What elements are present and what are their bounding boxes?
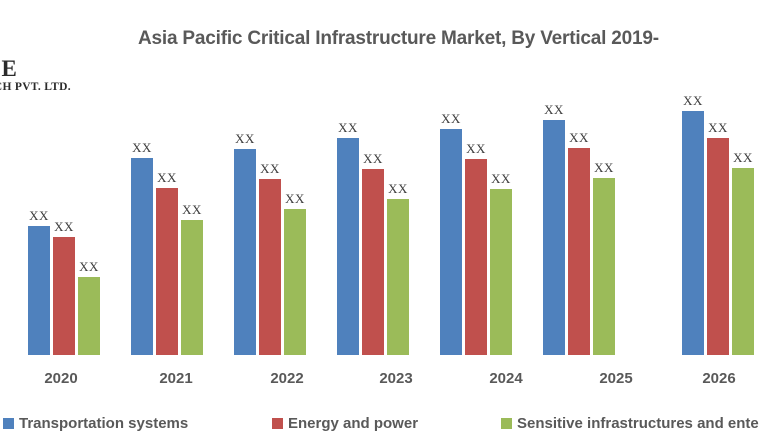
- bar-value-label: XX: [132, 140, 152, 155]
- bar-2021-series-0[interactable]: [131, 158, 153, 355]
- legend-item-0[interactable]: Transportation systems: [3, 410, 188, 436]
- bar-2020-series-2[interactable]: [78, 277, 100, 355]
- bar-value-label: XX: [594, 160, 614, 175]
- x-tick-2024: 2024: [489, 370, 523, 387]
- bar-value-label: XX: [466, 141, 486, 156]
- bar-group-2023: XX XX XX: [337, 90, 409, 355]
- legend-label: Transportation systems: [19, 414, 189, 432]
- bar-group-2022: XX XX XX: [234, 90, 306, 355]
- legend-swatch-icon: [3, 417, 14, 429]
- bar-value-label: XX: [569, 130, 589, 145]
- bar-value-label: XX: [182, 202, 202, 217]
- bar-group-2021: XX XX XX: [131, 90, 203, 355]
- bar-value-label: XX: [683, 93, 703, 108]
- x-axis-labels: 2020 2021 2022 2023 2024 2025 2026: [0, 356, 780, 390]
- company-logo: MIZE ESEARCH PVT. LTD.: [0, 57, 124, 103]
- bar-value-label: XX: [388, 181, 408, 196]
- bar-value-label: XX: [491, 171, 511, 186]
- bar-value-label: XX: [708, 120, 728, 135]
- bar-group-2025: XX XX XX: [543, 90, 615, 355]
- bar-group-2020: XX XX XX: [28, 90, 100, 355]
- bar-2023-series-1[interactable]: [362, 169, 384, 355]
- bar-2020-series-1[interactable]: [53, 237, 75, 355]
- bar-group-2026: XX XX XX: [682, 90, 754, 355]
- bar-value-label: XX: [285, 191, 305, 206]
- bar-value-label: XX: [235, 131, 255, 146]
- x-tick-2020: 2020: [44, 370, 78, 387]
- legend-item-2[interactable]: Sensitive infrastructures and ente: [501, 410, 759, 436]
- legend-swatch-icon: [272, 417, 283, 429]
- bar-2024-series-1[interactable]: [465, 159, 487, 355]
- chart-legend: Transportation systems Energy and power Se…: [0, 410, 780, 440]
- bar-group-2024: XX XX XX: [440, 90, 512, 355]
- bar-2026-series-0[interactable]: [682, 111, 704, 355]
- bar-2023-series-0[interactable]: [337, 138, 359, 355]
- bar-value-label: XX: [260, 161, 280, 176]
- bar-2021-series-1[interactable]: [156, 188, 178, 355]
- bar-value-label: XX: [363, 151, 383, 166]
- bar-value-label: XX: [54, 219, 74, 234]
- bar-value-label: XX: [544, 102, 564, 117]
- bar-2025-series-2[interactable]: [593, 178, 615, 355]
- bar-value-label: XX: [441, 111, 461, 126]
- plot-area: XX XX XX XX XX XX XX XX XX XX XX XX XX XX XX XX XX XX XX XX…: [0, 90, 780, 355]
- x-tick-2023: 2023: [379, 370, 413, 387]
- legend-item-1[interactable]: Energy and power: [272, 410, 418, 436]
- bar-2023-series-2[interactable]: [387, 199, 409, 355]
- bar-2022-series-0[interactable]: [234, 149, 256, 355]
- bar-2022-series-2[interactable]: [284, 209, 306, 355]
- bar-2022-series-1[interactable]: [259, 179, 281, 355]
- x-tick-2026: 2026: [702, 370, 736, 387]
- bar-value-label: XX: [79, 259, 99, 274]
- x-tick-2025: 2025: [599, 370, 633, 387]
- bar-value-label: XX: [338, 120, 358, 135]
- legend-swatch-icon: [501, 417, 512, 429]
- bar-value-label: XX: [29, 208, 49, 223]
- x-tick-2022: 2022: [270, 370, 304, 387]
- bar-2020-series-0[interactable]: [28, 226, 50, 355]
- legend-label: Energy and power: [288, 414, 419, 432]
- chart-title: Asia Pacific Critical Infrastructure Mar…: [138, 28, 659, 49]
- logo-primary-text: MIZE: [0, 56, 18, 81]
- bar-2026-series-1[interactable]: [707, 138, 729, 355]
- legend-label: Sensitive infrastructures and ente: [517, 414, 759, 432]
- bar-value-label: XX: [733, 150, 753, 165]
- bar-2024-series-0[interactable]: [440, 129, 462, 355]
- x-tick-2021: 2021: [159, 370, 193, 387]
- bar-2025-series-1[interactable]: [568, 148, 590, 355]
- bar-value-label: XX: [157, 170, 177, 185]
- bar-2026-series-2[interactable]: [732, 168, 754, 355]
- bar-2021-series-2[interactable]: [181, 220, 203, 355]
- bar-2024-series-2[interactable]: [490, 189, 512, 355]
- bar-2025-series-0[interactable]: [543, 120, 565, 355]
- logo-secondary-text: ESEARCH PVT. LTD.: [0, 81, 71, 93]
